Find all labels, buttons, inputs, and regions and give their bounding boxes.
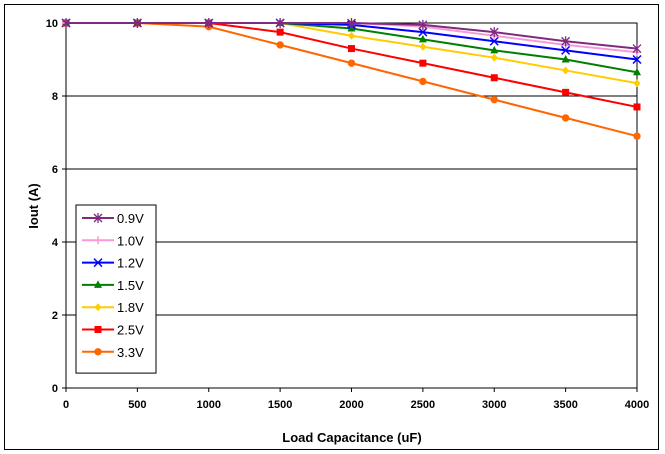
legend-item: 1.2V: [82, 256, 144, 271]
x-tick-label: 1500: [268, 399, 292, 411]
legend-item: 2.5V: [82, 323, 144, 338]
legend: 0.9V 1.0V 1.2V 1.5V 1.8V 2.5V 3.3V: [75, 204, 157, 374]
legend-label: 1.8V: [117, 300, 144, 315]
x-tick-label: 0: [63, 399, 69, 411]
data-point: [490, 95, 498, 104]
data-point: [633, 103, 641, 111]
x-tick-label: 3000: [482, 399, 506, 411]
x-tick-label: 500: [128, 399, 146, 411]
data-point: [490, 74, 498, 82]
data-point: [418, 19, 428, 30]
x-axis-title: Load Capacitance (uF): [282, 430, 421, 445]
legend-label: 0.9V: [117, 211, 144, 226]
tick-labels: 0 2 4 6 8 10 0 500 1000 1500 2000 2500 3000 3500 4000: [46, 18, 649, 411]
data-point: [562, 88, 570, 96]
data-point: [204, 18, 214, 28]
data-point: [61, 18, 71, 28]
data-point: [632, 54, 642, 65]
data-point: [418, 27, 428, 37]
y-tick-label: 4: [52, 237, 59, 249]
data-point: [561, 55, 570, 63]
y-tick-label: 2: [52, 310, 58, 322]
data-point: [561, 114, 570, 122]
data-point: [561, 36, 571, 47]
data-point: [276, 28, 284, 36]
data-point: [347, 59, 356, 67]
data-point: [489, 36, 499, 46]
y-tick-label: 0: [52, 383, 58, 395]
legend-label: 1.5V: [117, 278, 144, 293]
data-point: [490, 53, 498, 62]
legend-marker: [94, 236, 102, 245]
data-point: [562, 66, 570, 75]
data-point: [561, 45, 571, 55]
x-tick-label: 1000: [197, 399, 221, 411]
data-point: [632, 43, 642, 54]
data-point: [348, 45, 355, 53]
y-tick-label: 6: [52, 164, 58, 176]
legend-item: 0.9V: [82, 211, 144, 226]
data-point: [419, 77, 427, 86]
legend-marker: [93, 213, 103, 223]
legend-item: 1.8V: [82, 300, 144, 315]
data-point: [275, 18, 285, 28]
y-tick-label: 8: [52, 91, 58, 103]
legend-item: 3.3V: [82, 345, 144, 360]
data-point: [418, 34, 427, 43]
y-axis-title: Iout (A): [26, 183, 41, 228]
data-point: [633, 67, 641, 76]
x-tick-label: 3500: [553, 399, 577, 411]
x-tick-label: 2000: [339, 399, 363, 411]
legend-item: 1.0V: [82, 233, 144, 248]
legend-marker: [94, 348, 102, 356]
legend-marker: [94, 303, 102, 312]
data-point: [633, 132, 641, 140]
data-point: [490, 45, 499, 54]
data-point: [489, 27, 499, 38]
series-lines: [61, 18, 642, 140]
series-0_9V: [61, 18, 642, 54]
data-point: [347, 18, 356, 28]
legend-item: 1.5V: [82, 278, 144, 293]
data-point: [276, 41, 284, 49]
data-point: [419, 59, 427, 67]
legend-box: [75, 204, 157, 374]
data-point: [132, 18, 142, 28]
legend-label: 3.3V: [117, 345, 144, 360]
legend-marker: [94, 280, 102, 288]
data-point: [419, 42, 427, 51]
data-point: [348, 31, 355, 40]
data-point: [633, 79, 641, 88]
legend-label: 1.0V: [117, 233, 144, 248]
legend-label: 1.2V: [117, 256, 144, 271]
legend-marker: [94, 326, 102, 333]
legend-marker: [93, 258, 103, 268]
legend-label: 2.5V: [117, 323, 144, 338]
x-tick-label: 4000: [625, 399, 649, 411]
x-tick-label: 2500: [411, 399, 435, 411]
y-tick-label: 10: [46, 18, 58, 30]
